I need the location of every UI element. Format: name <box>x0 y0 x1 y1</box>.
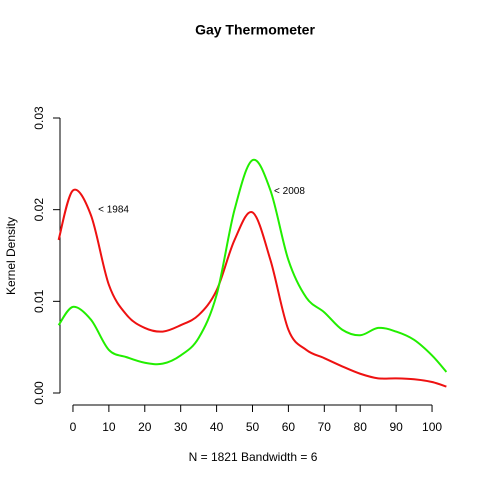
y-tick-label: 0.00 <box>32 381 46 405</box>
x-tick-label: 50 <box>246 420 260 434</box>
y-tick-label: 0.01 <box>32 289 46 313</box>
x-tick-label: 0 <box>70 420 77 434</box>
chart-title: Gay Thermometer <box>195 22 315 38</box>
y-axis-label: Kernel Density <box>4 217 18 295</box>
y-tick-label: 0.03 <box>32 106 46 130</box>
x-tick-label: 100 <box>422 420 442 434</box>
y-tick-label: 0.02 <box>32 198 46 222</box>
x-tick-label: 40 <box>210 420 224 434</box>
x-tick-label: 30 <box>174 420 188 434</box>
density-line <box>57 158 448 373</box>
annotation: < 1984 <box>98 204 129 215</box>
x-axis-label: N = 1821 Bandwidth = 6 <box>189 450 318 464</box>
x-tick-label: 60 <box>282 420 296 434</box>
density-line <box>57 188 447 388</box>
x-tick-label: 90 <box>389 420 403 434</box>
x-tick-label: 80 <box>354 420 368 434</box>
annotation: < 2008 <box>274 186 305 197</box>
x-tick-label: 70 <box>318 420 332 434</box>
x-tick-label: 20 <box>138 420 152 434</box>
x-tick-label: 10 <box>102 420 116 434</box>
